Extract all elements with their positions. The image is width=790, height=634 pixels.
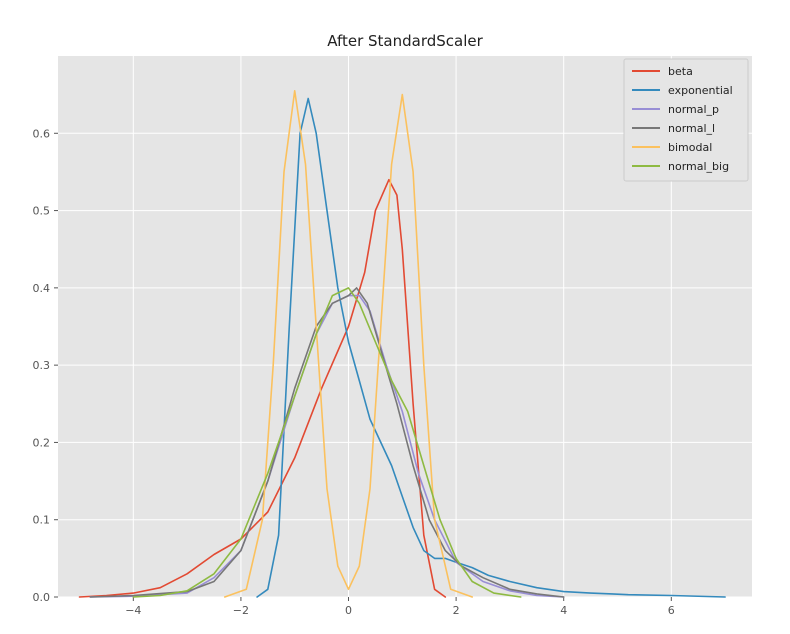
series-line-exponential (256, 97, 726, 598)
chart-title: After StandardScaler (327, 32, 483, 50)
y-tick-label: 0.6 (33, 127, 51, 140)
legend-label: exponential (668, 84, 733, 97)
x-tick-label: −4 (125, 604, 141, 617)
y-tick-label: 0.2 (33, 436, 51, 449)
x-tick-label: 0 (345, 604, 352, 617)
y-tick-label: 0.5 (33, 205, 51, 218)
x-tick-label: 4 (560, 604, 567, 617)
series-line-normal-l (89, 287, 565, 598)
y-tick-label: 0.4 (33, 282, 51, 295)
series-line-beta (78, 178, 447, 598)
legend-label: normal_big (668, 160, 729, 173)
x-tick-label: 2 (453, 604, 460, 617)
y-tick-label: 0.1 (33, 514, 51, 527)
x-tick-label: 6 (668, 604, 675, 617)
series-line-normal-big (132, 287, 522, 598)
y-tick-label: 0.3 (33, 359, 51, 372)
axes: −4 −2 0 2 4 6 0.0 0.1 0.2 0.3 0.4 0.5 0.6 (33, 127, 675, 617)
y-tick-label: 0.0 (33, 591, 51, 604)
series-group (78, 90, 726, 598)
legend-label: bimodal (668, 141, 712, 154)
series-line-normal-p (89, 294, 565, 598)
legend-label: normal_l (668, 122, 715, 135)
x-tick-label: −2 (233, 604, 249, 617)
legend-label: beta (668, 65, 693, 78)
series-line-bimodal (224, 90, 473, 598)
legend-label: normal_p (668, 103, 719, 116)
